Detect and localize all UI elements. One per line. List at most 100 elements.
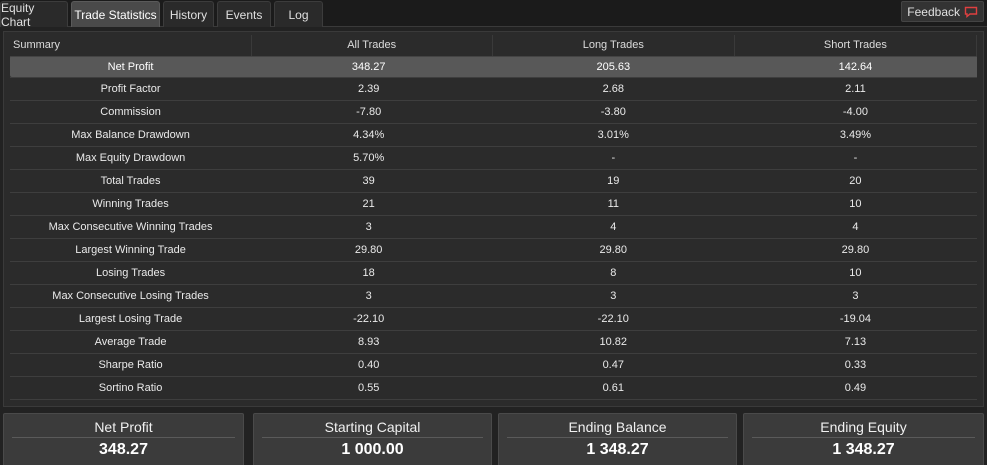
row-label: Net Profit [10, 56, 252, 78]
card-value: 1 000.00 [341, 441, 404, 458]
card-value: 1 348.27 [832, 441, 895, 458]
all-trades-value: 29.80 [251, 238, 493, 262]
starting-capital-card: Starting Capital 1 000.00 [253, 413, 492, 465]
card-title: Starting Capital [262, 419, 483, 438]
table-row[interactable]: Largest Losing Trade -22.10 -22.10 -19.04 [10, 307, 977, 331]
tab-events[interactable]: Events [217, 1, 271, 27]
short-trades-value: 4 [734, 215, 977, 239]
long-trades-value: 3.01% [492, 123, 735, 147]
column-header-long-trades[interactable]: Long Trades [492, 35, 735, 57]
long-trades-value: - [492, 146, 735, 170]
long-trades-value: 8 [492, 261, 735, 285]
tab-equity-chart[interactable]: Equity Chart [0, 1, 68, 29]
table-row[interactable]: Sharpe Ratio 0.40 0.47 0.33 [10, 353, 977, 377]
all-trades-value: 0.40 [251, 353, 493, 377]
feedback-button[interactable]: Feedback [901, 1, 984, 22]
all-trades-value: -7.80 [251, 100, 493, 124]
column-header-all-trades[interactable]: All Trades [251, 35, 493, 57]
all-trades-value: 4.34% [251, 123, 493, 147]
long-trades-value: 205.63 [492, 56, 735, 78]
row-label: Losing Trades [10, 261, 252, 285]
row-label: Profit Factor [10, 77, 252, 101]
short-trades-value: -4.00 [734, 100, 977, 124]
row-label: Max Balance Drawdown [10, 123, 252, 147]
short-trades-value: 142.64 [734, 56, 977, 78]
short-trades-value: 10 [734, 192, 977, 216]
card-value: 1 348.27 [586, 441, 649, 458]
table-row[interactable]: Net Profit 348.27 205.63 142.64 [10, 56, 977, 78]
all-trades-value: 0.55 [251, 376, 493, 400]
table-row[interactable]: Average Trade 8.93 10.82 7.13 [10, 330, 977, 354]
short-trades-value: 3.49% [734, 123, 977, 147]
long-trades-value: 2.68 [492, 77, 735, 101]
table-row[interactable]: Commission -7.80 -3.80 -4.00 [10, 100, 977, 124]
long-trades-value: 0.47 [492, 353, 735, 377]
row-label: Total Trades [10, 169, 252, 193]
table-header-row: Summary All Trades Long Trades Short Tra… [10, 35, 978, 57]
short-trades-value: -19.04 [734, 307, 977, 331]
column-header-short-trades[interactable]: Short Trades [734, 35, 978, 57]
short-trades-value: 10 [734, 261, 977, 285]
card-title: Net Profit [12, 419, 235, 438]
row-label: Max Equity Drawdown [10, 146, 252, 170]
summary-cards: Net Profit 348.27 Starting Capital 1 000… [3, 413, 984, 465]
tab-bar: Equity Chart Trade Statistics History Ev… [0, 0, 987, 29]
row-label: Largest Winning Trade [10, 238, 252, 262]
row-label: Average Trade [10, 330, 252, 354]
net-profit-card: Net Profit 348.27 [3, 413, 244, 465]
short-trades-value: 0.33 [734, 353, 977, 377]
table-row[interactable]: Winning Trades 21 11 10 [10, 192, 977, 216]
all-trades-value: 2.39 [251, 77, 493, 101]
column-header-summary[interactable]: Summary [10, 35, 252, 57]
card-value: 348.27 [99, 441, 148, 458]
all-trades-value: 348.27 [251, 56, 493, 78]
table-row[interactable]: Total Trades 39 19 20 [10, 169, 977, 193]
long-trades-value: 4 [492, 215, 735, 239]
long-trades-value: -22.10 [492, 307, 735, 331]
tab-history[interactable]: History [163, 1, 214, 27]
card-title: Ending Balance [507, 419, 728, 438]
all-trades-value: 39 [251, 169, 493, 193]
short-trades-value: 20 [734, 169, 977, 193]
trade-statistics-panel: Summary All Trades Long Trades Short Tra… [3, 31, 984, 407]
table-row[interactable]: Losing Trades 18 8 10 [10, 261, 977, 285]
ending-balance-card: Ending Balance 1 348.27 [498, 413, 737, 465]
row-label: Sharpe Ratio [10, 353, 252, 377]
all-trades-value: -22.10 [251, 307, 493, 331]
long-trades-value: 29.80 [492, 238, 735, 262]
ending-equity-card: Ending Equity 1 348.27 [743, 413, 984, 465]
short-trades-value: 29.80 [734, 238, 977, 262]
table-row[interactable]: Max Equity Drawdown 5.70% - - [10, 146, 977, 170]
feedback-label: Feedback [907, 4, 960, 19]
card-title: Ending Equity [752, 419, 975, 438]
row-label: Sortino Ratio [10, 376, 252, 400]
all-trades-value: 18 [251, 261, 493, 285]
row-label: Max Consecutive Losing Trades [10, 284, 252, 308]
all-trades-value: 8.93 [251, 330, 493, 354]
long-trades-value: 11 [492, 192, 735, 216]
all-trades-value: 3 [251, 284, 493, 308]
all-trades-value: 21 [251, 192, 493, 216]
table-row[interactable]: Max Consecutive Losing Trades 3 3 3 [10, 284, 977, 308]
short-trades-value: 7.13 [734, 330, 977, 354]
long-trades-value: 19 [492, 169, 735, 193]
tab-log[interactable]: Log [274, 1, 323, 27]
long-trades-value: 0.61 [492, 376, 735, 400]
all-trades-value: 3 [251, 215, 493, 239]
row-label: Winning Trades [10, 192, 252, 216]
short-trades-value: - [734, 146, 977, 170]
row-label: Max Consecutive Winning Trades [10, 215, 252, 239]
table-row[interactable]: Max Balance Drawdown 4.34% 3.01% 3.49% [10, 123, 977, 147]
table-row[interactable]: Profit Factor 2.39 2.68 2.11 [10, 77, 977, 101]
table-row[interactable]: Max Consecutive Winning Trades 3 4 4 [10, 215, 977, 239]
all-trades-value: 5.70% [251, 146, 493, 170]
short-trades-value: 3 [734, 284, 977, 308]
speech-bubble-icon [964, 6, 978, 18]
tab-trade-statistics[interactable]: Trade Statistics [71, 1, 160, 27]
table-row[interactable]: Sortino Ratio 0.55 0.61 0.49 [10, 376, 977, 400]
short-trades-value: 0.49 [734, 376, 977, 400]
short-trades-value: 2.11 [734, 77, 977, 101]
long-trades-value: 10.82 [492, 330, 735, 354]
table-row[interactable]: Largest Winning Trade 29.80 29.80 29.80 [10, 238, 977, 262]
row-label: Commission [10, 100, 252, 124]
